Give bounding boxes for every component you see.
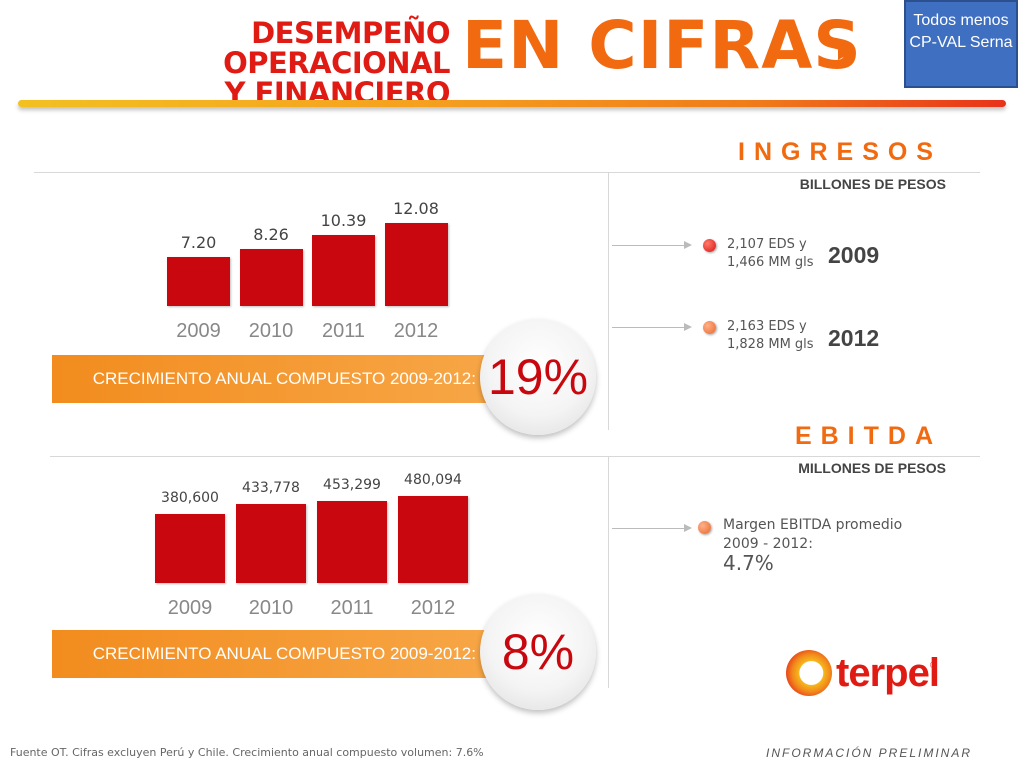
bullet-icon xyxy=(698,521,711,534)
arrow-line xyxy=(612,245,684,246)
page-title: EN CIFRAS xyxy=(462,7,862,84)
margin-line: Margen EBITDA promedio xyxy=(723,517,903,533)
logo-text: terpel xyxy=(836,651,940,695)
terpel-logo-icon xyxy=(786,650,832,696)
info-line: 2,163 EDS y xyxy=(727,319,807,334)
bar-value-label: 453,299 xyxy=(323,476,381,493)
category-label: 2011 xyxy=(321,320,365,342)
ebitda-growth-strip: CRECIMIENTO ANUAL COMPUESTO 2009-2012: xyxy=(52,630,490,678)
ingresos-growth-strip: CRECIMIENTO ANUAL COMPUESTO 2009-2012: xyxy=(52,355,490,403)
logo-registered-mark: ® xyxy=(930,660,937,670)
bar-value-label: 8.26 xyxy=(253,225,289,245)
bar-value-label: 10.39 xyxy=(320,210,367,230)
bullet-icon xyxy=(703,239,716,252)
play-triangle-icon xyxy=(838,42,854,60)
bullet-icon xyxy=(703,321,716,334)
preliminary-label: INFORMACIÓN PRELIMINAR xyxy=(766,746,973,760)
margin-line: 2009 - 2012: xyxy=(723,536,813,552)
ingresos-growth-circle: 19% xyxy=(480,319,596,435)
bar-2010 xyxy=(239,249,303,306)
bar-2010 xyxy=(236,504,306,583)
ebitda-title: EBITDA xyxy=(794,422,942,450)
footer-source: Fuente OT. Cifras excluyen Perú y Chile.… xyxy=(10,746,484,759)
title-line-1: DESEMPEÑO OPERACIONAL xyxy=(223,16,450,80)
category-label: 2009 xyxy=(167,597,213,619)
info-line: 1,828 MM gls xyxy=(727,337,814,352)
margin-value: 4.7% xyxy=(723,551,774,575)
ingresos-top-divider xyxy=(34,172,980,173)
ingresos-unit: BILLONES DE PESOS xyxy=(799,176,946,192)
category-label: 2011 xyxy=(330,597,374,619)
ingresos-vertical-divider xyxy=(608,172,609,430)
arrow-line xyxy=(612,327,684,328)
header-gradient-bar xyxy=(18,100,1006,107)
info-line: 1,466 MM gls xyxy=(727,255,814,270)
category-label: 2012 xyxy=(393,320,439,342)
note-box: Todos menos CP-VAL Serna xyxy=(904,0,1018,88)
info-2009: 2,107 EDS y 1,466 MM gls xyxy=(727,236,814,272)
ebitda-top-divider xyxy=(50,456,980,457)
info-line: 2,107 EDS y xyxy=(727,237,807,252)
bar-value-label: 12.08 xyxy=(393,199,439,218)
ebitda-vertical-divider xyxy=(608,456,609,688)
bar-value-label: 7.20 xyxy=(180,232,217,252)
info-2012: 2,163 EDS y 1,828 MM gls xyxy=(727,318,814,354)
bar-value-label: 380,600 xyxy=(161,490,219,507)
title-subtitle: DESEMPEÑO OPERACIONAL Y FINANCIERO xyxy=(20,18,450,108)
ebitda-margin: Margen EBITDA promedio 2009 - 2012: 4.7% xyxy=(723,516,902,573)
category-label: 2010 xyxy=(248,320,294,342)
bar-2011 xyxy=(312,234,375,306)
bar-2012 xyxy=(398,496,468,583)
category-label: 2012 xyxy=(410,597,456,619)
arrow-right-icon xyxy=(684,524,692,532)
bar-value-label: 433,778 xyxy=(242,480,300,497)
bar-2011 xyxy=(317,500,387,583)
ingresos-title: INGRESOS xyxy=(738,138,942,166)
bar-value-label: 480,094 xyxy=(404,472,462,488)
bar-2009 xyxy=(155,514,225,583)
info-year: 2012 xyxy=(828,325,880,351)
bar-2009 xyxy=(167,256,230,306)
ebitda-growth-circle: 8% xyxy=(480,594,596,710)
bar-2012 xyxy=(384,223,448,306)
ebitda-unit: MILLONES DE PESOS xyxy=(798,460,946,476)
arrow-right-icon xyxy=(684,241,692,249)
info-year: 2009 xyxy=(828,242,880,268)
category-label: 2010 xyxy=(248,597,294,619)
arrow-line xyxy=(612,528,684,529)
category-label: 2009 xyxy=(176,320,221,342)
arrow-right-icon xyxy=(684,323,692,331)
